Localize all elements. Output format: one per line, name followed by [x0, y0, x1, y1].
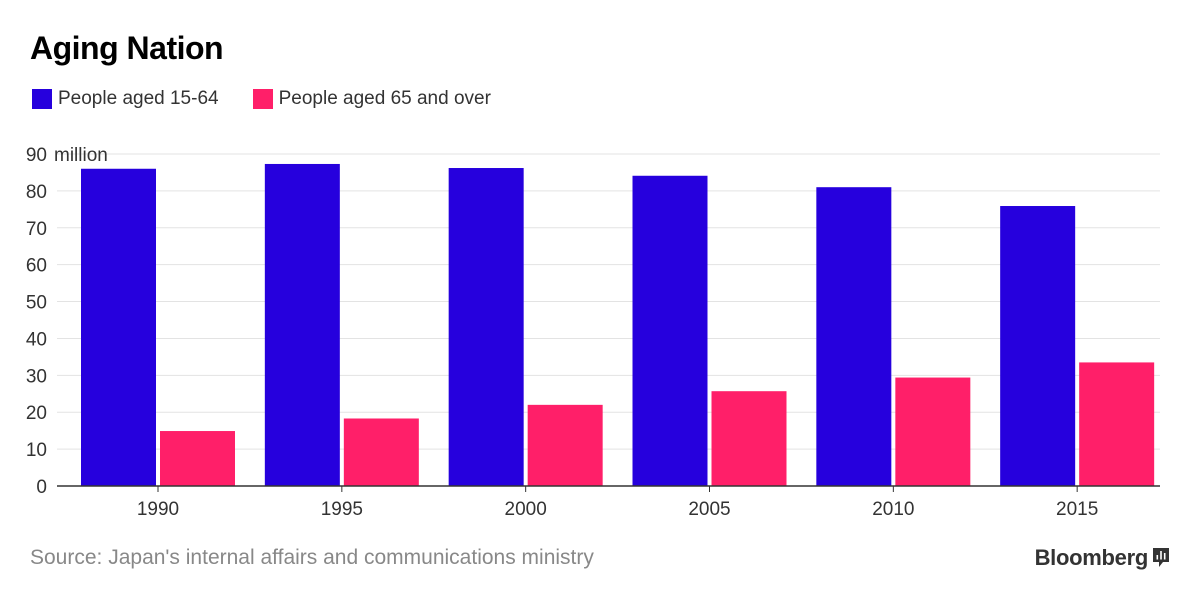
y-tick-label: 80: [26, 182, 47, 203]
bar-aged-15-64-2005: [632, 175, 708, 486]
x-tick-label: 2000: [505, 499, 547, 520]
x-tick-label: 2005: [688, 499, 730, 520]
bar-aged-15-64-1995: [264, 163, 340, 486]
legend-label-elderly: People aged 65 and over: [278, 88, 491, 109]
x-tick-label: 1990: [137, 499, 179, 520]
legend: People aged 15-64 People aged 65 and ove…: [32, 88, 525, 110]
x-tick-label: 2015: [1056, 499, 1098, 520]
legend-item-elderly: People aged 65 and over: [252, 88, 491, 110]
y-tick-label: 60: [26, 256, 47, 277]
bar-aged-15-64-2010: [816, 187, 892, 486]
y-tick-label: 70: [26, 219, 47, 240]
y-tick-label: 30: [26, 366, 47, 387]
legend-swatch-elderly: [252, 89, 273, 109]
chart-title: Aging Nation: [30, 30, 224, 66]
y-tick-label: 10: [26, 440, 47, 461]
y-tick-label: 50: [26, 293, 47, 314]
x-tick-label: 1995: [321, 499, 363, 520]
bar-aged-15-64-1990: [81, 168, 156, 486]
x-tick-label: 2010: [872, 499, 914, 520]
legend-label-working-age: People aged 15-64: [58, 88, 219, 109]
y-tick-label: 0: [36, 477, 47, 498]
bar-aged-65-over-2005: [711, 391, 787, 486]
legend-item-working-age: People aged 15-64: [32, 88, 219, 110]
bar-aged-15-64-2000: [448, 168, 524, 487]
brand-name: Bloomberg: [1034, 545, 1149, 570]
legend-swatch-working-age: [32, 89, 52, 109]
source-note: Source: Japan's internal affairs and com…: [30, 546, 594, 569]
y-tick-label: 40: [26, 329, 47, 350]
bar-aged-65-over-2010: [895, 377, 971, 486]
bar-aged-15-64-2015: [1000, 206, 1076, 486]
bar-aged-65-over-1990: [160, 431, 235, 486]
bar-aged-65-over-2015: [1079, 362, 1155, 486]
y-tick-label: 90: [26, 145, 47, 166]
bar-aged-65-over-1995: [343, 418, 419, 486]
brand: Bloomberg: [1035, 545, 1170, 571]
bar-aged-65-over-2000: [527, 404, 603, 486]
y-tick-label: 20: [26, 403, 47, 424]
y-unit-label: million: [54, 145, 108, 166]
bloomberg-logo-icon: [1153, 548, 1169, 567]
